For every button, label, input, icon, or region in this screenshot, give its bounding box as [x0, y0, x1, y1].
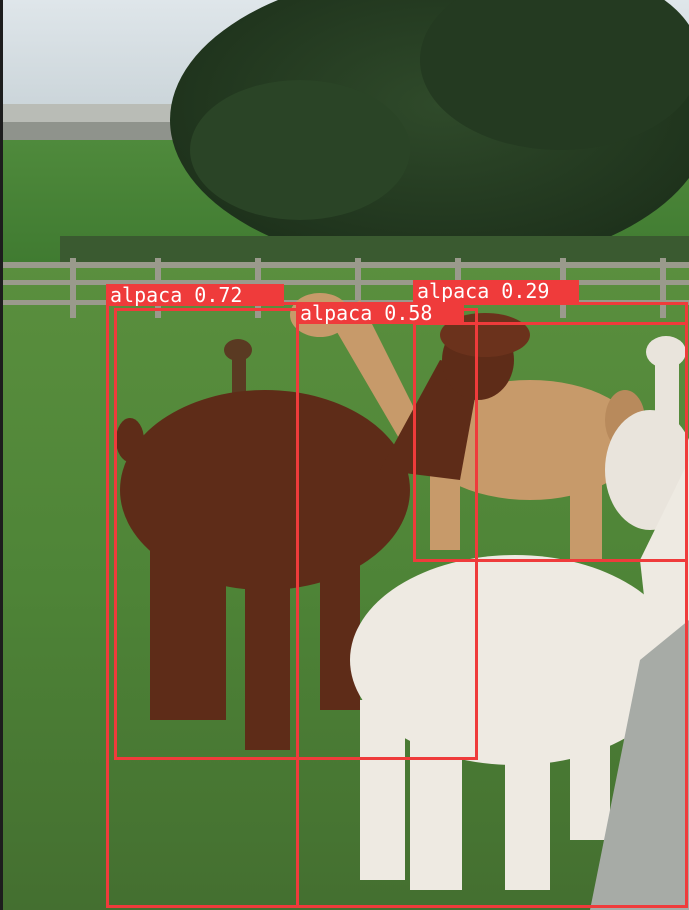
bbox-alpaca-2 — [296, 302, 688, 908]
white-alpaca-front — [350, 460, 689, 890]
detection-label-3: alpaca 0.29 — [413, 280, 579, 302]
detection-label-2: alpaca 0.58 — [296, 302, 464, 324]
detection-label-1: alpaca 0.72 — [106, 284, 284, 306]
fence-post-front — [590, 620, 689, 910]
white-alpaca-back — [605, 336, 689, 530]
distant-alpaca — [224, 339, 252, 400]
bbox-alpaca-3 — [413, 322, 688, 562]
